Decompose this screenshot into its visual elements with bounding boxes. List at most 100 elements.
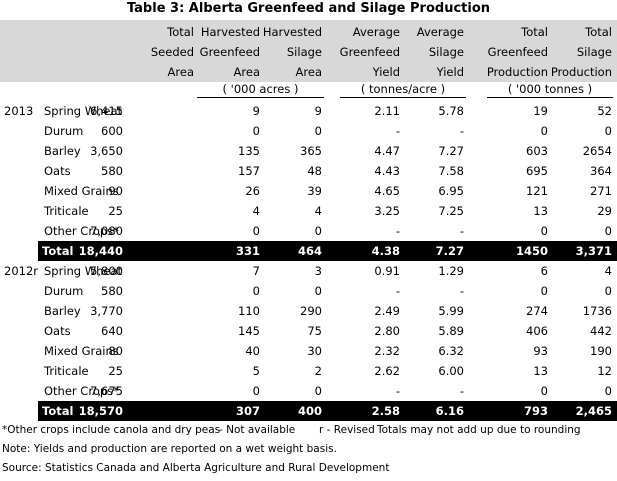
table-row: Oats 580 157 48 4.43 7.58 695 364 xyxy=(0,161,617,181)
harvested-silage-area: 48 xyxy=(307,164,322,178)
seeded-area: 580 xyxy=(101,284,123,298)
table-title: Table 3: Alberta Greenfeed and Silage Pr… xyxy=(126,1,491,16)
greenfeed-production: 13 xyxy=(533,364,548,378)
unit-acres: ( '000 acres ) xyxy=(197,82,324,98)
harvested-silage-area: 30 xyxy=(307,344,322,358)
silage-yield: - xyxy=(459,384,464,398)
harvested-greenfeed-area: 26 xyxy=(245,184,260,198)
harvested-greenfeed-area: 0 xyxy=(252,384,260,398)
table-row: 2013 Spring Wheat 6,415 9 9 2.11 5.78 19 52 xyxy=(0,101,617,121)
crop-name: Durum xyxy=(44,284,84,298)
header-total-silage-production: Total Silage Production xyxy=(550,25,612,79)
header-average-greenfeed-yield: Average Greenfeed Yield xyxy=(339,25,400,79)
harvested-greenfeed-area: 7 xyxy=(252,264,260,278)
harvested-greenfeed-area: 110 xyxy=(238,304,260,318)
greenfeed-yield: 4.47 xyxy=(374,144,400,158)
silage-production: 190 xyxy=(590,344,612,358)
harvested-greenfeed-area: 307 xyxy=(235,404,260,418)
greenfeed-production: 121 xyxy=(526,184,548,198)
seeded-area: 90 xyxy=(108,184,123,198)
greenfeed-production: 0 xyxy=(540,124,548,138)
silage-yield: 5.78 xyxy=(438,104,464,118)
silage-yield: 7.27 xyxy=(435,244,464,258)
silage-production: 29 xyxy=(597,204,612,218)
harvested-silage-area: 4 xyxy=(314,204,322,218)
crop-name: Spring Wheat xyxy=(44,104,123,118)
table-row: Triticale 25 5 2 2.62 6.00 13 12 xyxy=(0,361,617,381)
seeded-area: 25 xyxy=(108,364,123,378)
seeded-area: 3,650 xyxy=(90,144,123,158)
header-seeded-area: Total Seeded Area xyxy=(150,25,194,79)
seeded-area: 600 xyxy=(101,124,123,138)
silage-production: 3,371 xyxy=(575,244,612,258)
header-harvested-silage-area: Harvested Silage Area xyxy=(262,25,322,79)
table-row: Other Crops* 7,080 0 0 - - 0 0 xyxy=(0,221,617,241)
greenfeed-yield: 4.43 xyxy=(374,164,400,178)
greenfeed-yield: 2.62 xyxy=(374,364,400,378)
greenfeed-yield: 2.58 xyxy=(371,404,400,418)
silage-production: 0 xyxy=(604,124,612,138)
seeded-area: 80 xyxy=(108,344,123,358)
greenfeed-production: 1450 xyxy=(515,244,548,258)
harvested-greenfeed-area: 5 xyxy=(252,364,260,378)
greenfeed-production: 6 xyxy=(540,264,548,278)
harvested-silage-area: 400 xyxy=(297,404,322,418)
harvested-greenfeed-area: 135 xyxy=(238,144,260,158)
harvested-silage-area: 75 xyxy=(307,324,322,338)
seeded-area: 7,080 xyxy=(90,224,123,238)
greenfeed-yield: 2.11 xyxy=(374,104,400,118)
silage-yield: 7.58 xyxy=(438,164,464,178)
greenfeed-production: 13 xyxy=(533,204,548,218)
greenfeed-yield: 4.65 xyxy=(374,184,400,198)
seeded-area: 640 xyxy=(101,324,123,338)
units-row: ( '000 acres ) ( tonnes/acre ) ( '000 to… xyxy=(0,82,617,99)
harvested-greenfeed-area: 145 xyxy=(238,324,260,338)
silage-yield: 1.29 xyxy=(438,264,464,278)
total-row: Total 18,440 331 464 4.38 7.27 1450 3,371 xyxy=(38,241,617,261)
table-row: Oats 640 145 75 2.80 5.89 406 442 xyxy=(0,321,617,341)
harvested-silage-area: 39 xyxy=(307,184,322,198)
silage-yield: 5.99 xyxy=(438,304,464,318)
silage-production: 4 xyxy=(604,264,612,278)
harvested-greenfeed-area: 40 xyxy=(245,344,260,358)
footnote-legend: *Other crops include canola and dry peas… xyxy=(2,424,581,436)
harvested-silage-area: 290 xyxy=(300,304,322,318)
harvested-greenfeed-area: 4 xyxy=(252,204,260,218)
harvested-silage-area: 464 xyxy=(297,244,322,258)
silage-yield: 7.25 xyxy=(438,204,464,218)
greenfeed-production: 274 xyxy=(526,304,548,318)
table-header: Total Seeded Area Harvested Greenfeed Ar… xyxy=(0,20,617,82)
silage-yield: 5.89 xyxy=(438,324,464,338)
greenfeed-yield: - xyxy=(395,384,400,398)
greenfeed-yield: 3.25 xyxy=(374,204,400,218)
greenfeed-yield: - xyxy=(395,124,400,138)
header-harvested-greenfeed-area: Harvested Greenfeed Area xyxy=(199,25,260,79)
greenfeed-production: 93 xyxy=(533,344,548,358)
greenfeed-yield: 2.32 xyxy=(374,344,400,358)
crop-name: Barley xyxy=(44,304,81,318)
greenfeed-production: 0 xyxy=(540,384,548,398)
silage-yield: - xyxy=(459,284,464,298)
table-row: Durum 580 0 0 - - 0 0 xyxy=(0,281,617,301)
greenfeed-production: 406 xyxy=(526,324,548,338)
crop-name: Barley xyxy=(44,144,81,158)
table-row: Triticale 25 4 4 3.25 7.25 13 29 xyxy=(0,201,617,221)
silage-production: 0 xyxy=(604,384,612,398)
greenfeed-yield: 2.80 xyxy=(374,324,400,338)
header-average-silage-yield: Average Silage Yield xyxy=(416,25,464,79)
harvested-greenfeed-area: 0 xyxy=(252,284,260,298)
total-label: Total xyxy=(42,404,74,418)
crop-name: Spring Wheat xyxy=(44,264,123,278)
crop-name: Oats xyxy=(44,324,71,338)
seeded-area: 18,440 xyxy=(78,244,123,258)
greenfeed-yield: - xyxy=(395,284,400,298)
silage-production: 1736 xyxy=(582,304,612,318)
silage-production: 442 xyxy=(590,324,612,338)
silage-yield: 7.27 xyxy=(438,144,464,158)
footnote-source: Source: Statistics Canada and Alberta Ag… xyxy=(2,462,390,474)
harvested-greenfeed-area: 331 xyxy=(235,244,260,258)
footnote-note: Note: Yields and production are reported… xyxy=(2,443,337,455)
seeded-area: 580 xyxy=(101,164,123,178)
greenfeed-yield: 0.91 xyxy=(374,264,400,278)
silage-production: 271 xyxy=(590,184,612,198)
